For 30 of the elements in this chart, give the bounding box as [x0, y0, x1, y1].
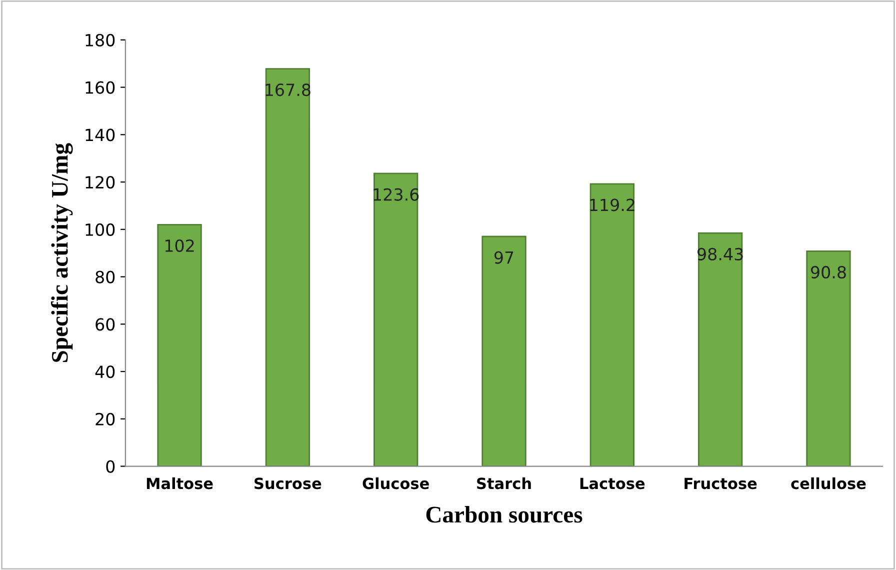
- x-tick-label: cellulose: [791, 477, 866, 490]
- data-label: 90.8: [810, 266, 846, 279]
- bar: [590, 183, 634, 466]
- y-axis-title: Specific activity U/mg: [50, 143, 73, 362]
- data-label: 119.2: [590, 198, 634, 212]
- data-label: 97: [494, 251, 514, 264]
- bar: [698, 232, 743, 466]
- bar: [157, 224, 202, 466]
- bar: [806, 250, 851, 466]
- y-tick-label: 80: [96, 270, 115, 284]
- x-tick-label: Maltose: [146, 477, 213, 490]
- x-axis-title: Carbon sources: [426, 506, 582, 523]
- bar: [374, 172, 418, 466]
- data-label: 102: [165, 239, 194, 252]
- x-tick-label: Starch: [477, 477, 531, 490]
- x-tick-label: Glucose: [362, 477, 429, 490]
- bar: [265, 68, 310, 466]
- y-tick-label: 20: [96, 412, 115, 426]
- y-tick-label: 0: [106, 460, 115, 473]
- y-tick-label: 120: [86, 176, 115, 189]
- y-tick-label: 160: [86, 81, 115, 94]
- x-tick-label: Sucrose: [254, 478, 322, 490]
- y-tick-label: 60: [96, 318, 115, 331]
- x-tick-label: Fructose: [684, 478, 757, 490]
- y-tick-label: 180: [86, 34, 115, 46]
- y-tick-label: 100: [86, 223, 115, 236]
- x-tick-label: Lactose: [580, 478, 645, 490]
- y-tick-label: 40: [95, 365, 115, 378]
- y-tick-label: 140: [86, 128, 115, 142]
- bar: [482, 236, 526, 466]
